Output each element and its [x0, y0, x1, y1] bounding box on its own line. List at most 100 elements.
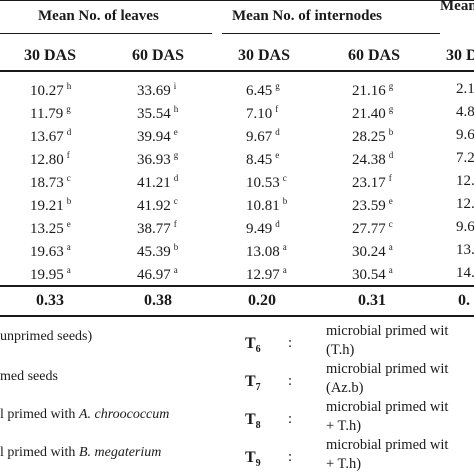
table-cell: 9.6 [456, 127, 474, 144]
cell-value: 2.1 [456, 81, 474, 97]
treatment-colon: : [288, 411, 293, 427]
cd-internodes-30: 0.20 [248, 292, 276, 309]
cell-value: 12.97 [246, 267, 280, 283]
table-cell: 13. [456, 242, 474, 259]
cell-value: 39.94 [137, 129, 171, 145]
cd-leaves-60: 0.38 [144, 292, 172, 309]
legend-left-3-species: A. chroococcum [78, 407, 170, 422]
treatment-description-cont: (Az.b) [326, 380, 364, 396]
cell-significance-letter: a [66, 265, 71, 275]
cd-third-30: 0. [458, 292, 470, 309]
treatment-description: microbial primed wit [326, 323, 449, 339]
legend-left-4-prefix: l primed with [0, 445, 79, 460]
table-cell: 10.53 c [246, 173, 287, 192]
table-cell: 12.97 a [246, 265, 287, 284]
table-cell: 23.17 f [352, 173, 392, 192]
subheader-third-30: 30 D [446, 47, 474, 64]
cd-bottom-rule [0, 315, 474, 317]
table-cell: 9.67 d [246, 127, 280, 146]
leaves-header: Mean No. of leaves [38, 8, 159, 24]
table-cell: 24.38 d [352, 150, 393, 169]
cell-value: 7.10 [246, 106, 273, 122]
cell-value: 9.6 [456, 127, 474, 143]
cell-value: 10.53 [246, 175, 280, 191]
cell-value: 13. [456, 242, 474, 258]
treatment-code: T6 [245, 335, 261, 355]
cell-significance-letter: f [66, 150, 70, 160]
cell-significance-letter: d [173, 173, 179, 183]
cell-value: 45.39 [137, 244, 171, 260]
cell-significance-letter: e [66, 219, 71, 229]
table-cell: 2.1 [456, 81, 474, 98]
treatment-description-cont: + T.h) [326, 418, 362, 434]
treatment-colon: : [288, 449, 293, 465]
cell-value: 41.21 [137, 175, 171, 191]
cell-value: 4.8 [456, 104, 474, 120]
treatment-letter: T [245, 411, 256, 428]
cell-significance-letter: i [173, 81, 177, 91]
treatment-code: T8 [245, 411, 261, 431]
cell-significance-letter: c [282, 173, 287, 183]
table-cell: 21.40 g [352, 104, 393, 123]
cell-value: 13.25 [30, 221, 64, 237]
treatment-number: 9 [255, 458, 261, 470]
table-cell: 7.2 [456, 150, 474, 167]
cell-value: 21.40 [352, 106, 386, 122]
cell-significance-letter: e [275, 150, 280, 160]
treatment-number: 6 [255, 344, 261, 356]
cell-value: 46.97 [137, 267, 171, 283]
table-cell: 12. [456, 196, 474, 213]
cell-significance-letter: a [388, 242, 393, 252]
cell-value: 9.6 [456, 219, 474, 235]
cell-significance-letter: a [282, 242, 287, 252]
cell-significance-letter: d [66, 127, 72, 137]
table-cell: 6.45 g [246, 81, 280, 100]
cell-value: 9.67 [246, 129, 273, 145]
treatment-description: microbial primed wit [326, 361, 449, 377]
table-cell: 13.25 e [30, 219, 71, 238]
cell-significance-letter: h [66, 81, 72, 91]
treatment-number: 8 [255, 420, 261, 432]
table-cell: 13.08 a [246, 242, 287, 261]
legend-left-3-prefix: l primed with [0, 407, 79, 422]
subheader-internodes-30: 30 DAS [238, 47, 291, 64]
table-cell: 30.54 a [352, 265, 393, 284]
cell-value: 30.54 [352, 267, 386, 283]
treatment-description: microbial primed wit [326, 437, 449, 453]
table-cell: 30.24 a [352, 242, 393, 261]
cell-significance-letter: a [66, 242, 71, 252]
treatment-colon: : [288, 373, 293, 389]
table-cell: 41.21 d [137, 173, 178, 192]
cell-significance-letter: c [173, 196, 178, 206]
top-rule [0, 0, 474, 1]
cell-value: 11.79 [30, 106, 64, 122]
table-cell: 12. [456, 173, 474, 190]
table-cell: 8.45 e [246, 150, 279, 169]
cell-value: 38.77 [137, 221, 171, 237]
cell-value: 12. [456, 196, 474, 212]
table-cell: 10.27 h [30, 81, 71, 100]
internodes-underline [222, 33, 440, 34]
cell-significance-letter: c [66, 173, 71, 183]
cell-significance-letter: b [173, 242, 179, 252]
cell-significance-letter: g [388, 104, 394, 114]
cell-significance-letter: d [388, 150, 394, 160]
subheader-internodes-60: 60 DAS [348, 47, 401, 64]
cell-value: 24.38 [352, 152, 386, 168]
cd-internodes-60: 0.31 [358, 292, 386, 309]
cell-value: 14. [456, 265, 474, 281]
table-cell: 18.73 c [30, 173, 71, 192]
cell-significance-letter: f [275, 104, 279, 114]
cell-value: 18.73 [30, 175, 64, 191]
table-cell: 4.8 [456, 104, 474, 121]
cell-significance-letter: a [173, 265, 178, 275]
table-cell: 9.49 d [246, 219, 280, 238]
cell-value: 13.67 [30, 129, 64, 145]
cell-significance-letter: g [388, 81, 394, 91]
cell-significance-letter: b [66, 196, 72, 206]
internodes-header: Mean No. of internodes [232, 8, 382, 24]
legend-left-3: l primed with A. chroococcum [0, 407, 169, 423]
leaves-underline [0, 33, 212, 34]
treatment-code: T9 [245, 449, 261, 469]
treatment-code: T7 [245, 373, 261, 393]
